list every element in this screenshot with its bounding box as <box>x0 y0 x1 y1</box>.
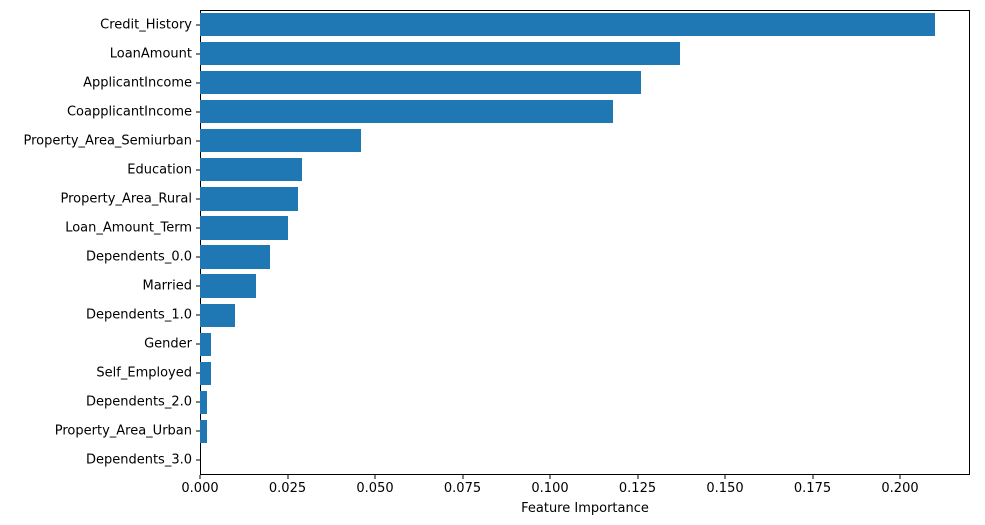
xtick-label: 0.150 <box>706 475 743 496</box>
ytick-label: Dependents_2.0 <box>86 395 200 410</box>
ytick-label: Gender <box>144 337 200 352</box>
ytick-label: Property_Area_Rural <box>60 191 200 206</box>
ytick-label: Dependents_0.0 <box>86 250 200 265</box>
ytick-label: Property_Area_Semiurban <box>24 133 201 148</box>
spine-top <box>200 10 970 11</box>
bar <box>200 391 207 414</box>
bar <box>200 187 298 210</box>
xtick-label: 0.200 <box>881 475 918 496</box>
bar <box>200 13 935 36</box>
ytick-label: ApplicantIncome <box>83 75 200 90</box>
xtick-label: 0.175 <box>794 475 831 496</box>
ytick-label: Credit_History <box>100 17 200 32</box>
x-axis-label: Feature Importance <box>521 475 649 516</box>
xtick-label: 0.000 <box>181 475 218 496</box>
bar <box>200 71 641 94</box>
figure: Credit_History LoanAmount ApplicantIncome C… <box>0 0 985 525</box>
xtick-label: 0.050 <box>356 475 393 496</box>
spine-right <box>969 10 970 475</box>
xtick-label: 0.075 <box>444 475 481 496</box>
ytick-label: Loan_Amount_Term <box>65 220 200 235</box>
bar <box>200 216 288 239</box>
bar <box>200 129 361 152</box>
ytick-label: LoanAmount <box>110 46 200 61</box>
bar <box>200 100 613 123</box>
bar <box>200 304 235 327</box>
ytick-label: CoapplicantIncome <box>67 104 200 119</box>
ytick-label: Self_Employed <box>96 366 200 381</box>
ytick-label: Dependents_3.0 <box>86 453 200 468</box>
ytick-label: Education <box>127 162 200 177</box>
ytick-label: Property_Area_Urban <box>55 424 200 439</box>
bar <box>200 420 207 443</box>
ytick-label: Dependents_1.0 <box>86 308 200 323</box>
bar <box>200 333 211 356</box>
bar <box>200 362 211 385</box>
bar <box>200 42 680 65</box>
xtick-label: 0.025 <box>269 475 306 496</box>
chart-axes: Credit_HistoryLoanAmountApplicantIncomeC… <box>200 10 970 475</box>
bar <box>200 158 302 181</box>
bar <box>200 245 270 268</box>
bar <box>200 274 256 297</box>
ytick-label: Married <box>142 279 200 294</box>
